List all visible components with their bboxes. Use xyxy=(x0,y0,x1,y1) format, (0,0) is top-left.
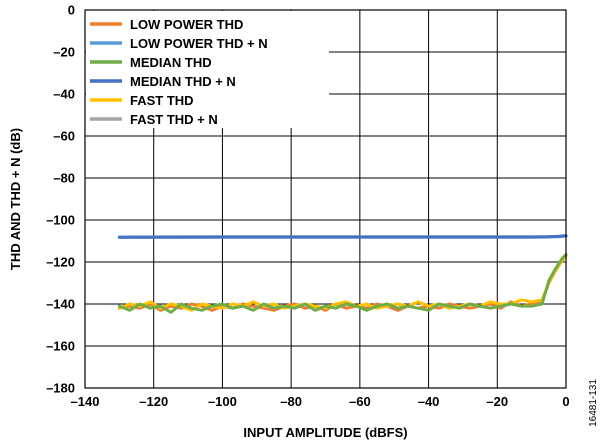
series-line xyxy=(117,254,568,312)
y-axis-title: THD AND THD + N (dB) xyxy=(8,128,23,270)
y-tick-label: –20 xyxy=(53,45,75,60)
y-tick-label: –140 xyxy=(46,297,75,312)
x-tick-label: –100 xyxy=(208,394,237,409)
legend: LOW POWER THD LOW POWER THD + N MEDIAN THD… xyxy=(86,11,329,128)
legend-label: FAST THD + N xyxy=(130,112,218,127)
x-tick-label: –120 xyxy=(139,394,168,409)
legend-label: MEDIAN THD + N xyxy=(130,74,236,89)
y-tick-label: –100 xyxy=(46,213,75,228)
legend-label: FAST THD xyxy=(130,93,194,108)
legend-background xyxy=(86,11,329,128)
legend-label: MEDIAN THD xyxy=(130,55,212,70)
x-tick-label: –140 xyxy=(71,394,100,409)
x-tick-label: –80 xyxy=(280,394,302,409)
series-line xyxy=(117,234,568,239)
series-lines xyxy=(117,234,568,314)
y-tick-label: –120 xyxy=(46,255,75,270)
y-tick-label: –60 xyxy=(53,129,75,144)
series-line xyxy=(117,253,568,314)
y-tick-label: –160 xyxy=(46,339,75,354)
tick-labels: –140 –120 –100 –80 –60 –40 –20 0 0 –20 –40 –60 –80 –1… xyxy=(46,3,570,410)
y-tick-label: –80 xyxy=(53,171,75,186)
legend-label: LOW POWER THD + N xyxy=(130,36,268,51)
plot-frame xyxy=(84,9,567,389)
figure-id: 16481-131 xyxy=(588,379,599,427)
y-tick-label: –40 xyxy=(53,87,75,102)
x-tick-label: –20 xyxy=(486,394,508,409)
x-tick-label: –60 xyxy=(349,394,371,409)
legend-label: LOW POWER THD xyxy=(130,17,243,32)
y-tick-label: 0 xyxy=(68,3,75,18)
x-axis-title: INPUT AMPLITUDE (dBFS) xyxy=(243,425,407,440)
x-tick-label: –40 xyxy=(418,394,440,409)
x-tick-label: 0 xyxy=(562,394,569,409)
y-tick-label: –180 xyxy=(46,381,75,396)
